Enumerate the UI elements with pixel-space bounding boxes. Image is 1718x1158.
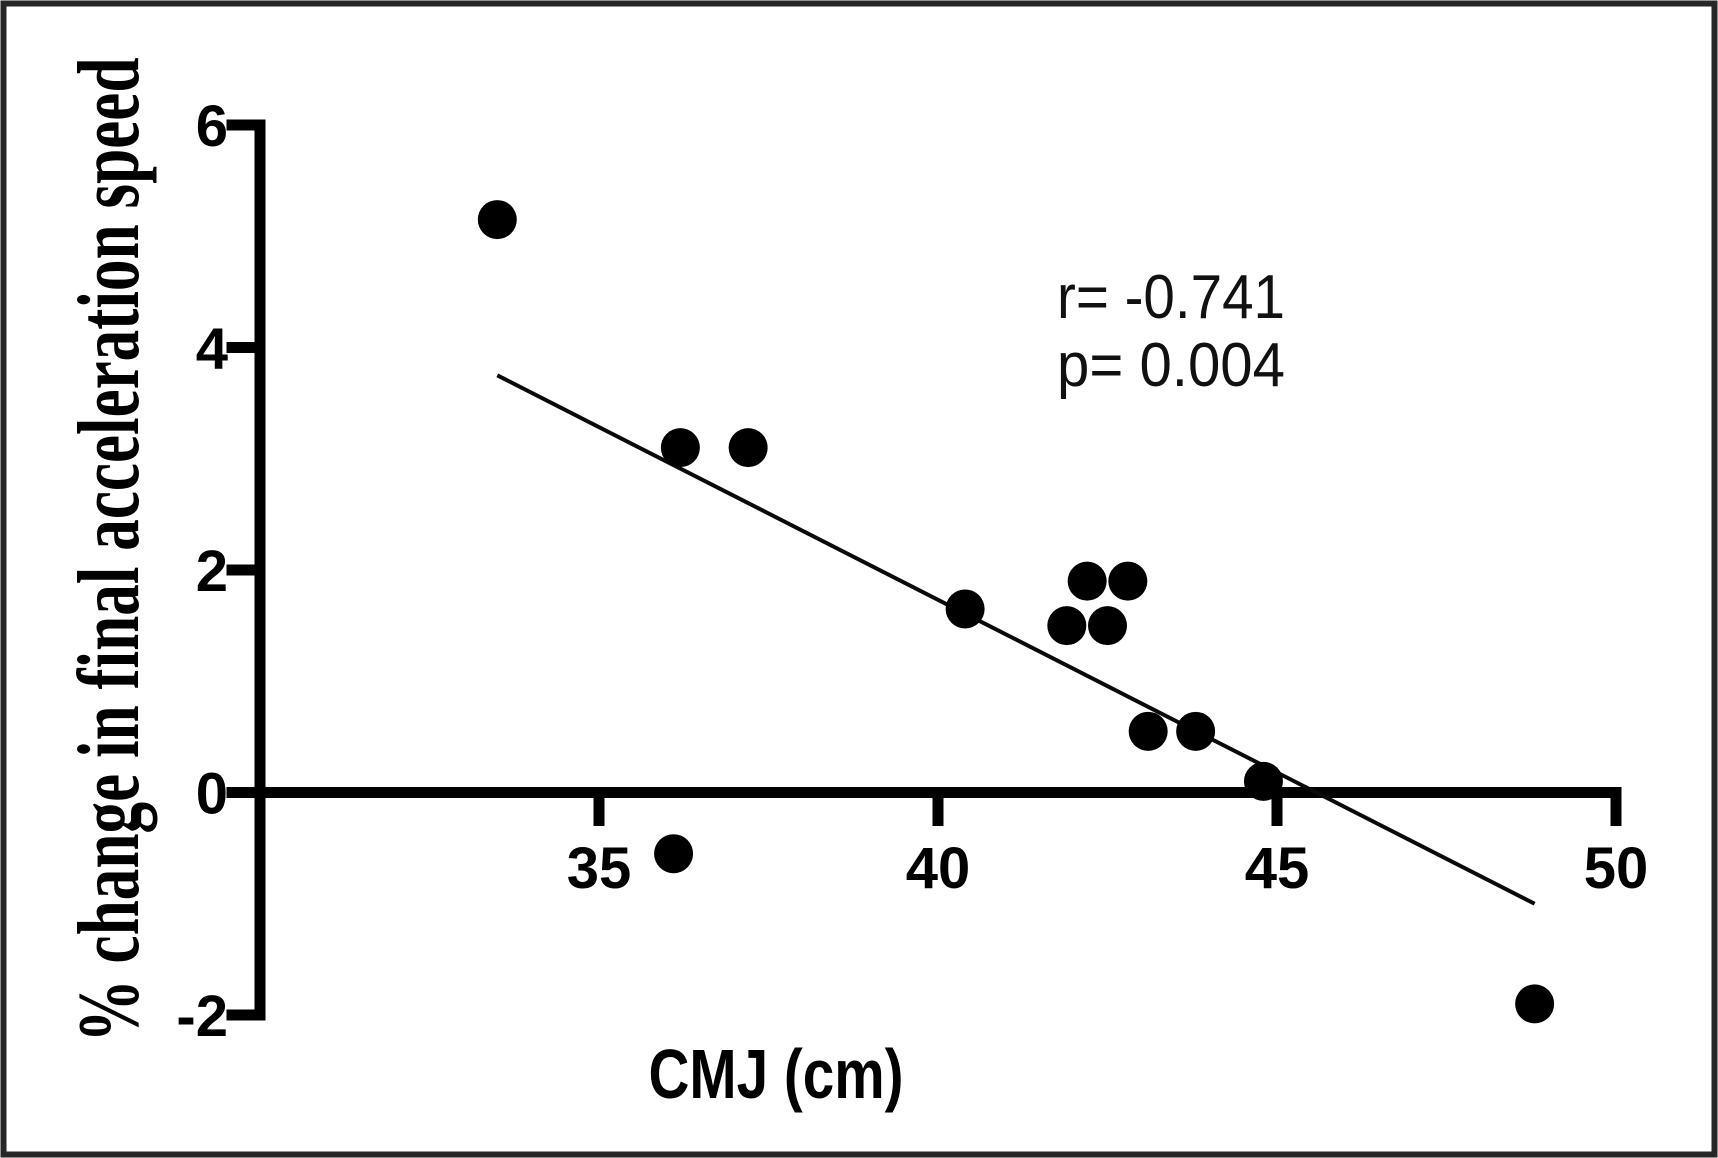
x-tick-label: 45: [1245, 836, 1310, 901]
y-tick-label: 0: [196, 762, 228, 827]
x-tick-label: 40: [906, 836, 971, 901]
data-point: [1128, 711, 1168, 751]
data-point: [1108, 561, 1148, 601]
regression-line: [496, 373, 1536, 906]
annotation-r-value: r= -0.741: [1057, 263, 1285, 332]
y-axis-title: % change in final acceleration speed: [61, 58, 158, 1043]
data-point: [1243, 761, 1283, 801]
annotation-p-value: p= 0.004: [1057, 331, 1285, 400]
x-tick-label: 50: [1584, 836, 1649, 901]
x-tick-label: 35: [567, 836, 632, 901]
x-axis-title: CMJ (cm): [649, 1035, 904, 1113]
data-point: [1047, 606, 1087, 646]
data-point: [477, 200, 517, 240]
y-tick-label: -2: [176, 984, 228, 1049]
data-point: [654, 834, 694, 874]
data-point: [1176, 711, 1216, 751]
data-point: [1067, 561, 1107, 601]
data-point: [945, 589, 985, 629]
data-point: [1088, 606, 1127, 646]
y-tick-label: 4: [196, 317, 228, 382]
data-point: [728, 428, 768, 468]
data-point: [1515, 984, 1555, 1024]
data-point: [660, 428, 700, 468]
y-tick-label: 6: [196, 94, 228, 159]
y-tick-label: 2: [196, 539, 228, 604]
